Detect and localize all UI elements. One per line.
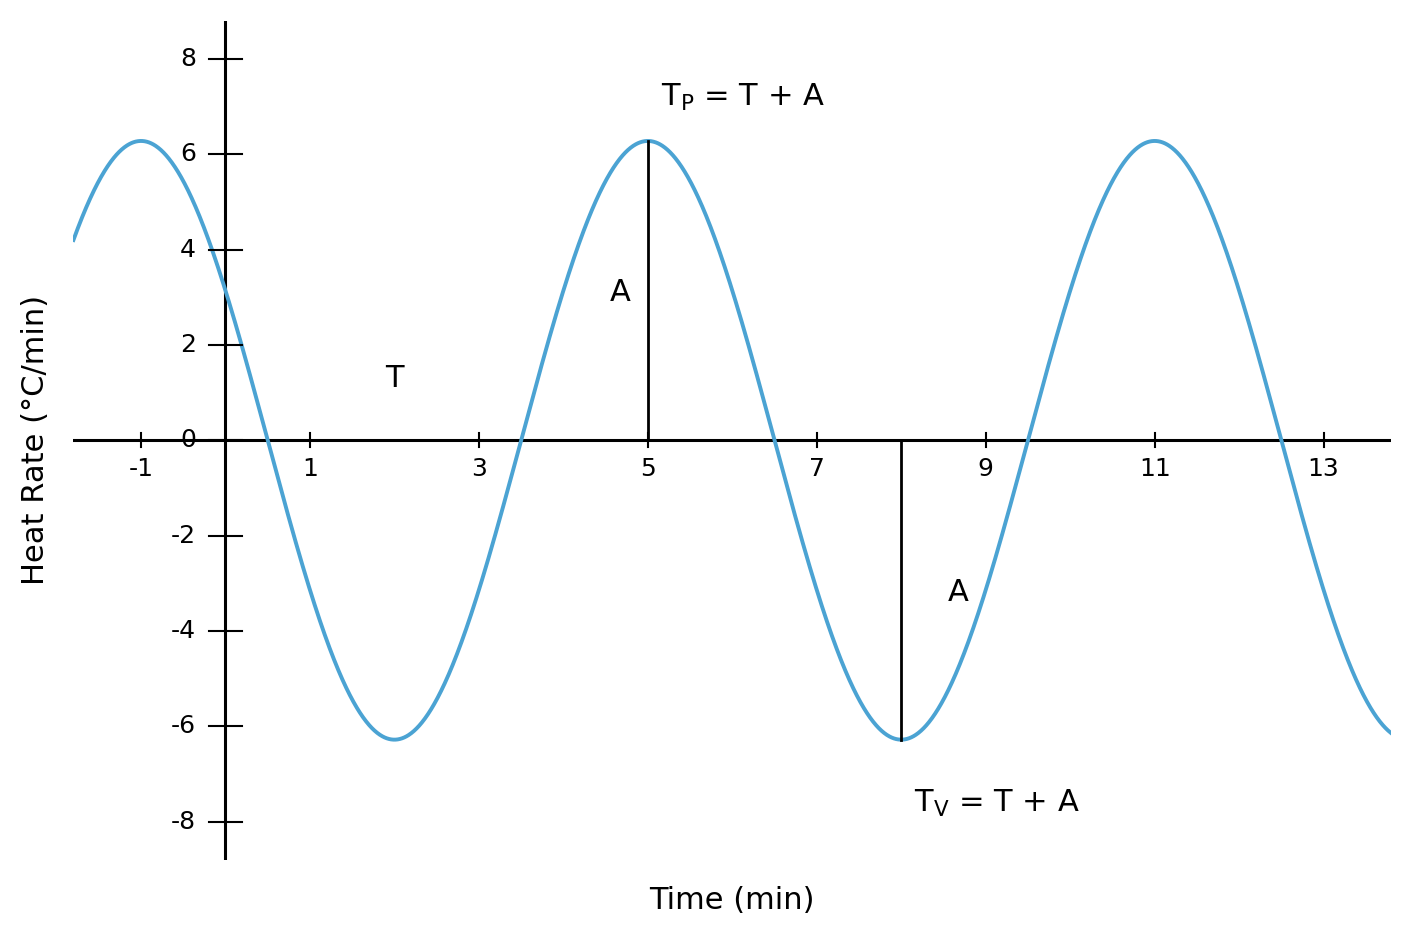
Text: -4: -4 [171,619,196,643]
Text: 13: 13 [1308,457,1340,481]
Text: 3: 3 [472,457,487,481]
Text: 4: 4 [179,238,196,262]
Text: 8: 8 [179,47,196,71]
Text: -2: -2 [171,523,196,548]
Text: T: T [385,364,404,392]
Text: 0: 0 [181,429,196,452]
Text: 2: 2 [179,333,196,357]
Text: T$_\mathregular{P}$ = T + A: T$_\mathregular{P}$ = T + A [661,81,825,112]
X-axis label: Time (min): Time (min) [650,886,815,915]
Text: 11: 11 [1138,457,1171,481]
Text: 5: 5 [640,457,655,481]
Text: 7: 7 [809,457,825,481]
Text: -1: -1 [128,457,154,481]
Text: 9: 9 [977,457,994,481]
Text: 6: 6 [179,142,196,167]
Text: A: A [947,578,969,607]
Text: T$_\mathregular{V}$ = T + A: T$_\mathregular{V}$ = T + A [914,788,1080,819]
Text: -8: -8 [171,810,196,834]
Text: 1: 1 [302,457,318,481]
Text: A: A [610,278,631,307]
Text: -6: -6 [171,714,196,739]
Y-axis label: Heat Rate (°C/min): Heat Rate (°C/min) [21,295,49,585]
